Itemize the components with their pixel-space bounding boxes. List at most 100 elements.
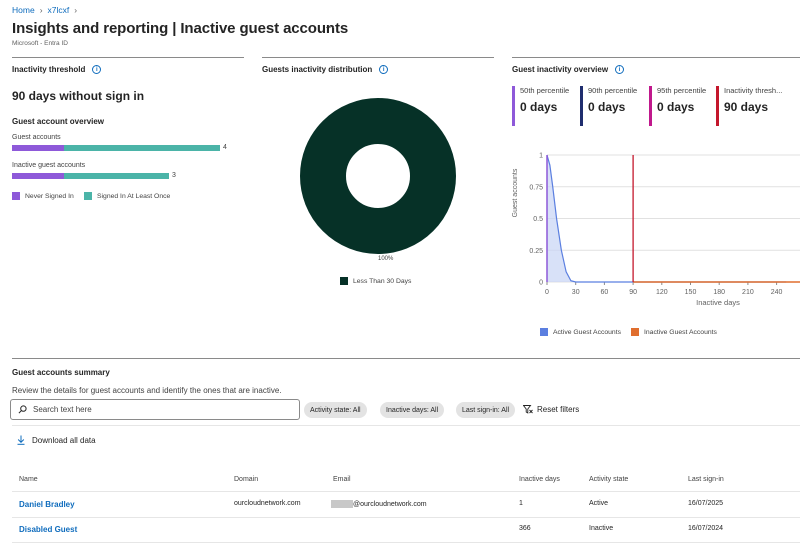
percentile-95th: 95th percentile 0 days xyxy=(649,86,706,126)
percentile-value: 0 days xyxy=(520,100,558,114)
column-header-inactive-days[interactable]: Inactive days xyxy=(519,476,560,483)
legend-less-than-30-days[interactable]: Less Than 30 Days xyxy=(340,277,411,285)
y-tick-label: 1 xyxy=(539,153,543,160)
guest-accounts-bar[interactable] xyxy=(12,145,220,151)
table-cell-activity-state: Active xyxy=(589,500,609,507)
breadcrumb: Home › x7lcxf › xyxy=(12,5,77,15)
section-divider xyxy=(12,358,800,359)
redacted-block xyxy=(331,500,353,508)
column-header-name[interactable]: Name xyxy=(19,476,38,483)
bar-segment-never-signed-in xyxy=(12,145,64,151)
x-tick-label: 150 xyxy=(685,289,697,296)
info-icon[interactable]: i xyxy=(379,65,389,74)
table-row-divider xyxy=(12,542,800,543)
x-axis-label: Inactive days xyxy=(696,298,740,307)
y-tick-label: 0.5 xyxy=(533,216,543,223)
filter-activity-state[interactable]: Activity state: All xyxy=(304,402,367,418)
filter-inactive-days[interactable]: Inactive days: All xyxy=(380,402,445,418)
info-icon[interactable]: i xyxy=(92,65,102,74)
percentile-value: 0 days xyxy=(657,100,695,114)
card-title-text: Guest inactivity overview xyxy=(512,65,609,74)
bar-count: 4 xyxy=(223,144,227,151)
legend-label: Signed In At Least Once xyxy=(97,192,171,200)
search-box[interactable] xyxy=(10,399,300,420)
summary-title: Guest accounts summary xyxy=(12,368,110,377)
distribution-title: Guests inactivity distribution i xyxy=(262,65,389,74)
percentile-value: 0 days xyxy=(588,100,626,114)
legend-swatch xyxy=(540,328,548,336)
legend-label: Less Than 30 Days xyxy=(353,277,412,285)
legend-active-guest-accounts[interactable]: Active Guest Accounts xyxy=(540,328,621,336)
x-tick-label: 120 xyxy=(656,289,668,296)
card-divider xyxy=(512,57,800,58)
chevron-right-icon: › xyxy=(74,5,78,15)
more-options-icon[interactable]: ··· xyxy=(325,22,335,33)
card-divider xyxy=(262,57,494,58)
y-tick-label: 0.25 xyxy=(529,248,543,255)
bar-label-guest-accounts: Guest accounts xyxy=(12,134,61,141)
table-cell-inactive-days: 366 xyxy=(519,525,531,532)
percentile-50th: 50th percentile 0 days xyxy=(512,86,569,126)
toolbar-divider xyxy=(12,425,800,426)
download-all-data-button[interactable]: Download all data xyxy=(17,435,96,445)
filter-last-sign-in[interactable]: Last sign-in: All xyxy=(456,402,516,418)
inactivity-area-chart[interactable]: 00.250.50.75103060901201501802102402Inac… xyxy=(505,145,800,310)
guest-account-overview-title: Guest account overview xyxy=(12,117,105,126)
table-cell-name[interactable]: Daniel Bradley xyxy=(19,500,75,509)
search-input[interactable] xyxy=(33,405,273,414)
column-header-domain[interactable]: Domain xyxy=(234,476,259,483)
table-cell-activity-state: Inactive xyxy=(589,525,614,532)
donut-slice-less-than-30-days[interactable] xyxy=(300,98,456,254)
legend-inactive-guest-accounts[interactable]: Inactive Guest Accounts xyxy=(631,328,717,336)
percentile-90th: 90th percentile 0 days xyxy=(580,86,637,126)
inactive-guest-accounts-bar[interactable] xyxy=(12,173,169,179)
page-subtitle: Microsoft - Entra ID xyxy=(12,40,68,47)
filter-reset-icon xyxy=(523,405,533,414)
chevron-right-icon: › xyxy=(39,5,43,15)
email-text: @ourcloudnetwork.com xyxy=(353,500,427,508)
table-cell-name[interactable]: Disabled Guest xyxy=(19,525,78,534)
bar-segment-never-signed-in xyxy=(12,173,64,179)
info-icon[interactable]: i xyxy=(615,65,625,74)
percentile-label: Inactivity thresh... xyxy=(724,86,783,95)
overview-title: Guest inactivity overview i xyxy=(512,65,625,74)
bar-segment-signed-in xyxy=(64,145,220,151)
page-title: Insights and reporting | Inactive guest … xyxy=(12,20,349,37)
card-title-text: Inactivity threshold xyxy=(12,65,86,74)
table-row-divider xyxy=(12,491,800,492)
percentile-inactivity-threshold: Inactivity thresh... 90 days xyxy=(716,86,782,126)
breadcrumb-tenant-link[interactable]: x7lcxf xyxy=(47,5,70,15)
search-icon xyxy=(18,405,27,414)
bar-count: 3 xyxy=(172,172,176,179)
x-tick-label: 180 xyxy=(713,289,725,296)
card-divider xyxy=(12,57,244,58)
x-tick-label: 60 xyxy=(601,289,609,296)
percentile-value: 90 days xyxy=(724,100,769,114)
legend-label: Never Signed In xyxy=(25,192,74,200)
table-cell-domain: ourcloudnetwork.com xyxy=(234,500,301,507)
table-cell-inactive-days: 1 xyxy=(519,500,523,507)
legend-signed-in-at-least-once[interactable]: Signed In At Least Once xyxy=(84,192,170,200)
bar-segment-signed-in xyxy=(63,173,169,179)
x-tick-label: 0 xyxy=(545,289,549,296)
active-series-line xyxy=(546,154,787,283)
percentile-label: 90th percentile xyxy=(588,86,638,95)
breadcrumb-home-link[interactable]: Home xyxy=(12,5,35,15)
percentile-label: 50th percentile xyxy=(520,86,570,95)
column-header-last-sign-in[interactable]: Last sign-in xyxy=(688,476,724,483)
column-header-email[interactable]: Email xyxy=(333,476,351,483)
reset-filters-label: Reset filters xyxy=(537,405,580,414)
column-header-activity-state[interactable]: Activity state xyxy=(589,476,629,483)
x-tick-label: 30 xyxy=(572,289,580,296)
legend-swatch xyxy=(12,192,20,200)
y-tick-label: 0 xyxy=(539,280,543,287)
donut-chart[interactable] xyxy=(299,97,459,257)
table-row-divider xyxy=(12,517,800,518)
legend-never-signed-in[interactable]: Never Signed In xyxy=(12,192,74,200)
summary-description: Review the details for guest accounts an… xyxy=(12,386,282,395)
x-tick-label: 210 xyxy=(742,289,754,296)
inactivity-threshold-title: Inactivity threshold i xyxy=(12,65,102,74)
reset-filters-button[interactable]: Reset filters xyxy=(523,405,579,414)
threshold-value: 90 days without sign in xyxy=(12,89,145,103)
legend-label: Inactive Guest Accounts xyxy=(644,328,717,336)
